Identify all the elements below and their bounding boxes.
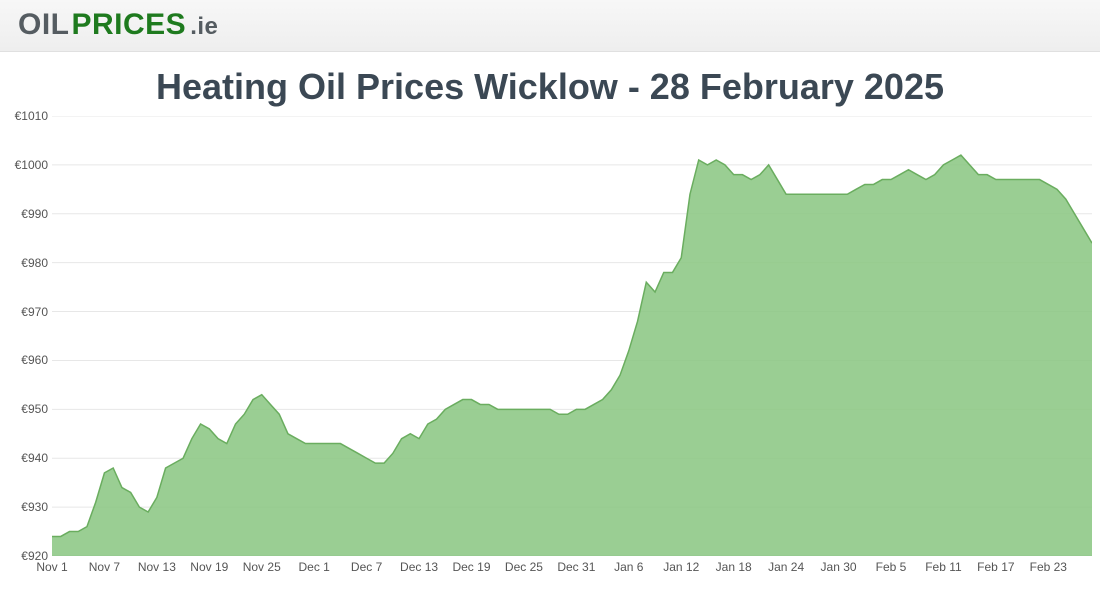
x-tick-label: Feb 11 [925, 560, 961, 574]
price-chart: €920€930€940€950€960€970€980€990€1000€10… [0, 116, 1100, 586]
x-tick-label: Dec 7 [351, 560, 382, 574]
x-tick-label: Feb 17 [977, 560, 1014, 574]
x-tick-label: Jan 30 [821, 560, 857, 574]
x-tick-label: Feb 5 [876, 560, 907, 574]
chart-svg [52, 116, 1092, 556]
y-tick-label: €930 [21, 500, 48, 514]
x-tick-label: Dec 13 [400, 560, 438, 574]
chart-plot-area [52, 116, 1092, 556]
y-tick-label: €980 [21, 256, 48, 270]
chart-title: Heating Oil Prices Wicklow - 28 February… [0, 52, 1100, 116]
x-tick-label: Dec 31 [557, 560, 595, 574]
x-tick-label: Nov 7 [89, 560, 120, 574]
x-tick-label: Nov 19 [190, 560, 228, 574]
x-tick-label: Jan 6 [614, 560, 643, 574]
x-tick-label: Jan 24 [768, 560, 804, 574]
y-axis: €920€930€940€950€960€970€980€990€1000€10… [0, 116, 52, 556]
x-tick-label: Dec 1 [298, 560, 329, 574]
y-tick-label: €950 [21, 402, 48, 416]
logo-text-oil: OIL [18, 8, 70, 42]
y-tick-label: €960 [21, 353, 48, 367]
x-tick-label: Nov 13 [138, 560, 176, 574]
y-tick-label: €940 [21, 451, 48, 465]
x-tick-label: Dec 25 [505, 560, 543, 574]
y-tick-label: €970 [21, 305, 48, 319]
x-tick-label: Dec 19 [452, 560, 490, 574]
logo-text-ie: .ie [190, 13, 218, 41]
x-tick-label: Feb 23 [1030, 560, 1067, 574]
x-tick-label: Jan 18 [716, 560, 752, 574]
header-bar: OIL PRICES .ie [0, 0, 1100, 52]
x-tick-label: Jan 12 [663, 560, 699, 574]
y-tick-label: €1000 [15, 158, 48, 172]
y-tick-label: €1010 [15, 109, 48, 123]
x-tick-label: Nov 1 [36, 560, 67, 574]
x-tick-label: Nov 25 [243, 560, 281, 574]
logo-text-prices: PRICES [72, 8, 187, 42]
y-tick-label: €990 [21, 207, 48, 221]
area-fill [52, 155, 1092, 556]
site-logo[interactable]: OIL PRICES .ie [18, 8, 1082, 42]
x-axis: Nov 1Nov 7Nov 13Nov 19Nov 25Dec 1Dec 7De… [52, 556, 1092, 578]
